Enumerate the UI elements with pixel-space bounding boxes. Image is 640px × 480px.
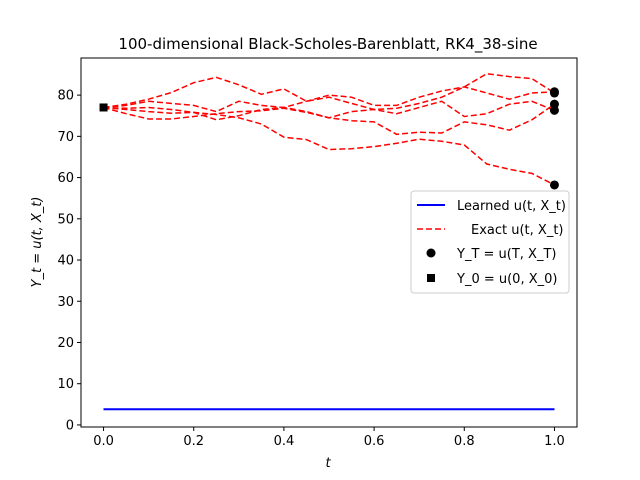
terminal-point-marker xyxy=(549,105,559,115)
exact-series-line xyxy=(103,86,555,113)
legend-terminal-marker xyxy=(426,248,436,258)
legend-initial-marker xyxy=(427,274,435,282)
x-tick-label: 1.0 xyxy=(544,434,565,449)
y-axis-label: Y_t = u(t, X_t) xyxy=(30,197,45,288)
legend-box xyxy=(410,190,570,294)
terminal-point-marker xyxy=(549,87,559,97)
y-tick-label: 70 xyxy=(57,130,74,145)
x-axis-label: t xyxy=(325,456,331,471)
y-axis: 0 10 20 30 40 50 60 70 80 xyxy=(57,89,81,433)
chart-title: 100-dimensional Black-Scholes-Barenblatt… xyxy=(118,35,537,54)
terminal-point-marker xyxy=(549,99,559,109)
plot-area xyxy=(80,57,578,428)
legend-learned-label: Learned u(t, X_t) xyxy=(457,199,566,214)
legend-initial-label: Y_0 = u(0, X_0) xyxy=(456,272,557,287)
axes-frame xyxy=(80,57,578,428)
y-tick-label: 30 xyxy=(57,295,74,310)
y-tick-label: 80 xyxy=(57,89,74,104)
legend-exact-label: Exact u(t, X_t) xyxy=(471,223,564,238)
legend: Learned u(t, X_t) Exact u(t, X_t) Y_T = … xyxy=(410,190,570,294)
x-tick-label: 0.0 xyxy=(93,434,114,449)
y-tick-label: 60 xyxy=(57,171,74,186)
y-tick-label: 10 xyxy=(57,377,74,392)
series-layer xyxy=(103,72,555,411)
x-axis: 0.0 0.2 0.4 0.6 0.8 1.0 xyxy=(93,427,565,449)
x-tick-label: 0.2 xyxy=(183,434,204,449)
x-tick-label: 0.8 xyxy=(454,434,475,449)
legend-terminal-label: Y_T = u(T, X_T) xyxy=(456,247,556,262)
terminal-point-marker xyxy=(549,180,559,190)
exact-series-line xyxy=(103,106,555,186)
y-tick-label: 20 xyxy=(57,336,74,351)
marker-layer xyxy=(99,87,559,190)
exact-series-line xyxy=(103,103,555,136)
x-tick-label: 0.4 xyxy=(274,434,295,449)
initial-point-marker xyxy=(99,103,108,112)
exact-series-line xyxy=(103,72,555,111)
y-tick-label: 40 xyxy=(57,254,74,269)
y-tick-label: 50 xyxy=(57,212,74,227)
x-tick-label: 0.6 xyxy=(364,434,385,449)
y-tick-label: 0 xyxy=(66,418,74,433)
